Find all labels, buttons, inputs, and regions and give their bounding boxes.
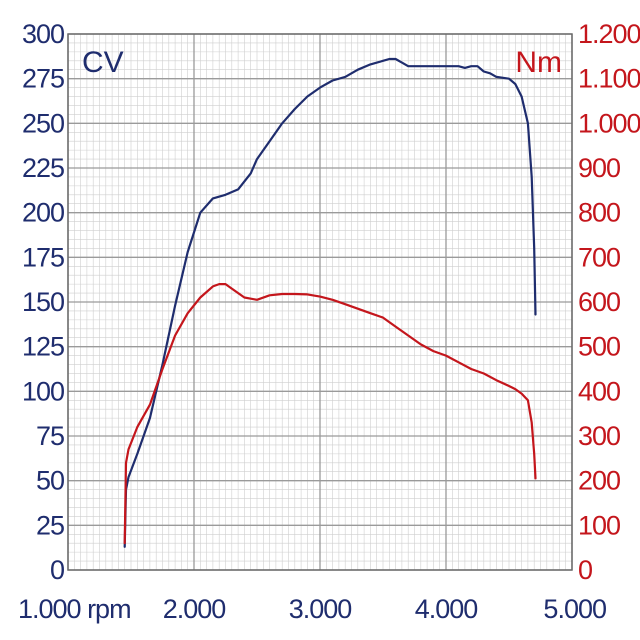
right-axis-tick-label: 200	[578, 466, 620, 496]
right-axis-tick-label: 800	[578, 198, 620, 228]
right-axis-tick-label: 0	[578, 555, 592, 585]
left-axis-tick-label: 0	[50, 555, 64, 585]
series-layer	[123, 57, 537, 548]
left-axis-unit-label: CV	[82, 46, 124, 79]
right-axis-tick-label: 900	[578, 153, 620, 183]
x-axis-tick-label: 1.000 rpm	[18, 594, 131, 624]
power-curve-line	[123, 57, 537, 548]
x-axis-tick-label: 3.000	[289, 594, 352, 624]
left-axis-tick-label: 75	[36, 421, 64, 451]
right-axis-tick-label: 600	[578, 287, 620, 317]
right-axis-tick-label: 1.000	[578, 108, 640, 138]
left-axis-tick-label: 50	[36, 466, 64, 496]
right-axis-tick-label: 500	[578, 332, 620, 362]
grid-major	[67, 33, 573, 571]
left-axis-tick-label: 300	[22, 19, 64, 49]
left-axis-tick-label: 25	[36, 510, 64, 540]
left-axis-tick-label: 100	[22, 376, 64, 406]
left-axis-tick-label: 200	[22, 198, 64, 228]
right-axis-tick-label: 300	[578, 421, 620, 451]
right-axis-tick-label: 1.200	[578, 19, 640, 49]
left-axis-tick-label: 250	[22, 108, 64, 138]
right-axis-tick-label: 700	[578, 242, 620, 272]
right-axis-tick-label: 400	[578, 376, 620, 406]
torque-curve-line	[123, 283, 537, 545]
x-axis-ticks: 1.000 rpm 2.000 3.000 4.000 5.000	[18, 594, 607, 624]
right-axis-ticks: 0 100 200 300 400 500 600 700 800 900 1.000 1.100 1.…	[578, 19, 640, 585]
left-axis-tick-label: 150	[22, 287, 64, 317]
left-axis-tick-label: 175	[22, 242, 64, 272]
x-axis-tick-label: 5.000	[543, 594, 606, 624]
right-axis-tick-label: 100	[578, 510, 620, 540]
x-axis-tick-label: 2.000	[163, 594, 226, 624]
plot-frame	[67, 33, 573, 571]
right-axis-tick-label: 1.100	[578, 64, 640, 94]
left-axis-ticks: 0 25 50 75 100 125 150 175 200 225 250 275 300	[22, 19, 65, 585]
right-axis-unit-label: Nm	[515, 46, 562, 79]
left-axis-tick-label: 275	[22, 64, 64, 94]
left-axis-tick-label: 125	[22, 332, 64, 362]
x-axis-tick-label: 4.000	[415, 594, 478, 624]
left-axis-tick-label: 225	[22, 153, 64, 183]
